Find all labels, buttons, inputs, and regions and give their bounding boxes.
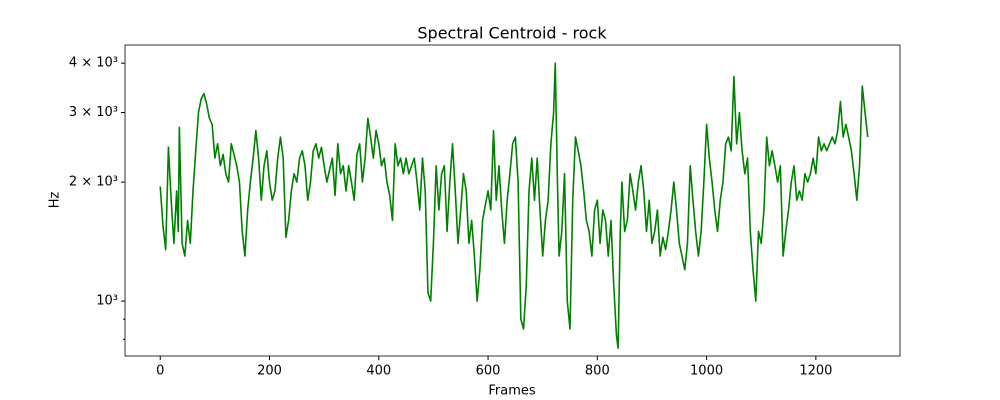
x-tick-label: 600 bbox=[476, 364, 501, 379]
x-tick-label: 400 bbox=[366, 364, 391, 379]
x-tick-label: 200 bbox=[257, 364, 282, 379]
x-tick-label: 0 bbox=[156, 364, 164, 379]
y-axis-label: Hz bbox=[48, 192, 63, 209]
y-tick-label: 4 × 10³ bbox=[69, 56, 118, 71]
chart-title: Spectral Centroid - rock bbox=[417, 24, 607, 43]
x-axis-label: Frames bbox=[488, 384, 536, 399]
y-tick-label: 3 × 10³ bbox=[69, 105, 118, 120]
y-tick-label: 2 × 10³ bbox=[69, 175, 118, 190]
x-tick-label: 1200 bbox=[799, 364, 832, 379]
plot-frame bbox=[124, 44, 901, 357]
y-tick-label: 10³ bbox=[96, 294, 118, 309]
x-tick-label: 800 bbox=[585, 364, 610, 379]
data-line bbox=[159, 62, 869, 349]
x-tick-label: 1000 bbox=[690, 364, 723, 379]
